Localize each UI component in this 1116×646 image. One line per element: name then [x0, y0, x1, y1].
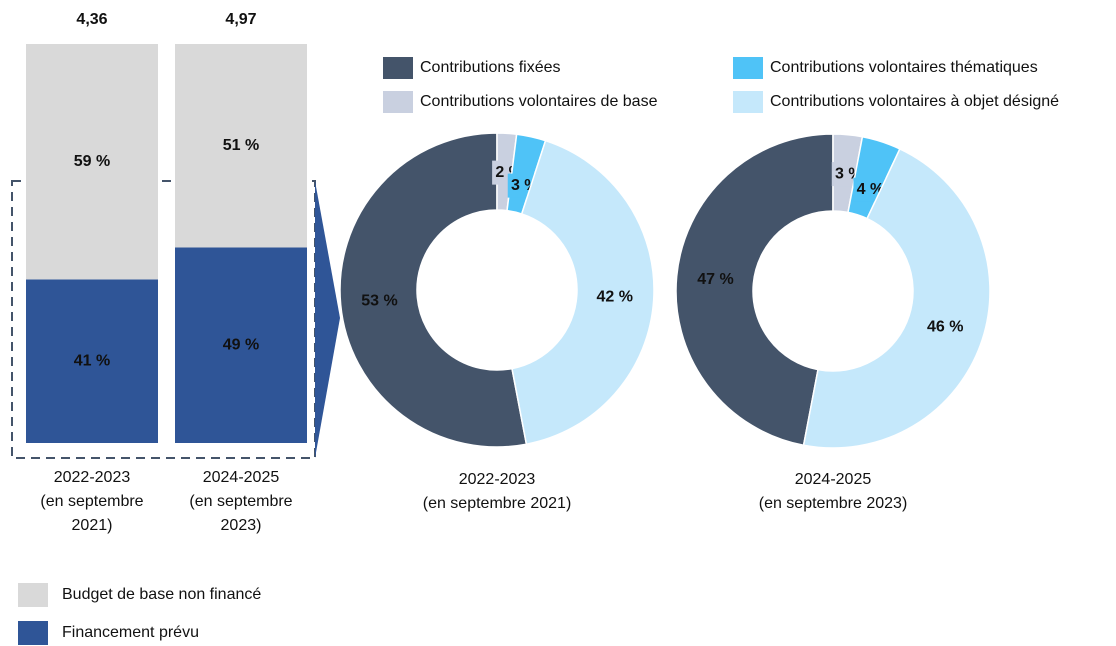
legend-label: Contributions volontaires thématiques [770, 59, 1038, 76]
value-label: 53 % [361, 292, 397, 309]
legend-swatch [383, 91, 413, 113]
donut-slice [339, 132, 528, 448]
donut-slice [675, 133, 834, 447]
legend-label: Contributions volontaires à objet désign… [770, 93, 1059, 110]
category-label: 2022-2023 (en septembre 2021) [40, 469, 144, 534]
legend-swatch [383, 57, 413, 79]
legend-swatch [733, 91, 763, 113]
value-label: 42 % [597, 289, 633, 306]
pie-subtitle: 2022-2023 (en septembre 2021) [422, 471, 572, 512]
legend-label: Financement prévu [62, 624, 199, 641]
category-label: 2024-2025 (en septembre 2023) [189, 469, 293, 534]
legend-label: Contributions volontaires de base [420, 93, 658, 110]
value-label: 49 % [223, 336, 259, 353]
legend-label: Budget de base non financé [62, 586, 261, 603]
value-label: 59 % [74, 153, 110, 170]
value-label: 4 % [857, 181, 885, 198]
arrow [315, 181, 340, 458]
value-label: 46 % [927, 319, 963, 336]
bar-segment [175, 44, 307, 248]
value-label: 41 % [74, 352, 110, 369]
bar-segment [26, 279, 158, 443]
bar-segment [175, 247, 307, 443]
legend-label: Contributions fixées [420, 59, 561, 76]
legend-swatch [18, 583, 48, 607]
legend-swatch [18, 621, 48, 645]
legend-swatch [733, 57, 763, 79]
donut-slice [511, 139, 655, 446]
donut-slice [802, 147, 991, 449]
pie-subtitle: 2024-2025 (en septembre 2023) [758, 471, 908, 512]
bar-segment [26, 44, 158, 280]
total-label: 4,97 [225, 11, 256, 28]
total-label: 4,36 [76, 11, 107, 28]
value-label: 51 % [223, 137, 259, 154]
value-label: 47 % [697, 271, 733, 288]
